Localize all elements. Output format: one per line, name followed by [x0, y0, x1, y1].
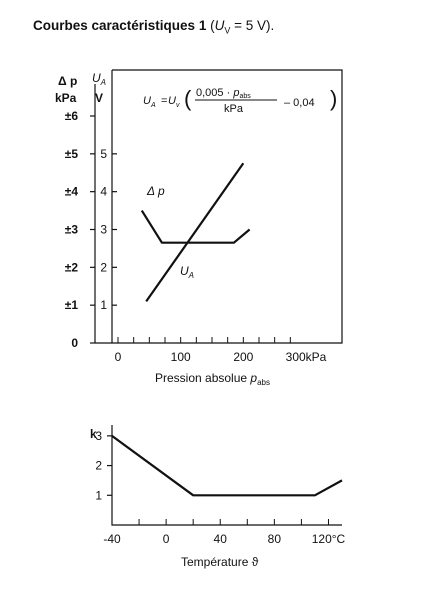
right-axis-unit: V	[95, 91, 103, 105]
left-axis-symbol: Δ p	[58, 74, 77, 88]
temperature-x-tick-label: -40	[103, 532, 121, 546]
chart-title-open: (	[210, 18, 215, 33]
series-ua-line	[145, 162, 245, 303]
temperature-x-tick-label: 0	[163, 532, 170, 546]
left-tick-label: 0	[71, 336, 78, 350]
x-tick-label: 0	[115, 350, 122, 364]
formula-denominator: kPa	[224, 103, 244, 115]
temperature-x-tick-label: 80	[268, 532, 282, 546]
formula-paren-open: (	[184, 86, 192, 111]
right-tick-label: 5	[100, 147, 107, 161]
temperature-y-tick-label: 2	[95, 459, 102, 473]
temperature-chart-ticks: 1 2 3 -40 0 40 80 120°C	[95, 429, 345, 546]
temperature-frame	[111, 425, 342, 526]
pressure-chart-series	[140, 162, 251, 303]
temperature-chart-series	[111, 435, 343, 497]
left-tick-label: ±5	[65, 147, 79, 161]
pressure-chart-axes	[94, 69, 343, 344]
temperature-y-tick-label: 1	[95, 488, 102, 502]
plot-frame	[95, 69, 343, 344]
temperature-x-tick-label: 120°C	[312, 532, 346, 546]
left-tick-label: ±4	[65, 185, 79, 199]
right-axis-symbol: UA	[92, 71, 106, 87]
temperature-x-tick-label: 40	[214, 532, 228, 546]
temperature-chart-axes	[111, 425, 342, 526]
x-tick-label: 300kPa	[286, 350, 327, 364]
right-tick-label: 4	[100, 185, 107, 199]
left-axis-unit: kPa	[55, 91, 77, 105]
right-tick-label: 3	[100, 223, 107, 237]
pressure-chart-ticks: 0 ±1 ±2 ±3 ±4 ±5 ±6 1 2 3 4 5 0 100 200 300kPa	[65, 109, 327, 364]
temperature-y-tick-label: 3	[95, 429, 102, 443]
left-tick-label: ±1	[65, 298, 79, 312]
chart-title-var: U	[214, 18, 225, 33]
left-tick-label: ±6	[65, 109, 79, 123]
chart-title: Courbes caractéristiques 1 (UV = 5 V).	[33, 18, 274, 36]
series-label-ua: UA	[180, 264, 194, 280]
pressure-x-axis-label: Pression absolue pabs	[155, 371, 270, 387]
chart-title-sub: V	[224, 25, 231, 36]
right-tick-label: 2	[100, 260, 107, 274]
x-tick-label: 100	[171, 350, 191, 364]
formula-uv: Uv	[168, 95, 180, 109]
x-tick-label: 200	[233, 350, 253, 364]
formula-lhs: UA	[143, 95, 156, 109]
chart-title-rest: = 5 V).	[230, 18, 275, 33]
series-delta-p-line	[140, 210, 251, 244]
chart-title-main: Courbes caractéristiques 1	[33, 18, 207, 33]
temperature-y-axis-label: k	[90, 427, 97, 441]
right-tick-label: 1	[100, 298, 107, 312]
formula-tail: – 0,04	[284, 97, 315, 109]
formula-eq: =	[158, 95, 171, 107]
temperature-x-axis-label: Température ϑ	[181, 555, 259, 569]
formula-numerator: 0,005 · pabs	[196, 87, 251, 100]
temperature-correction-line	[111, 435, 343, 497]
formula-paren-close: )	[330, 86, 337, 111]
series-label-delta-p: Δ p	[146, 184, 165, 198]
formula: UA = Uv ( 0,005 · pabs kPa – 0,04 )	[143, 86, 337, 115]
left-tick-label: ±3	[65, 223, 79, 237]
left-tick-label: ±2	[65, 260, 79, 274]
